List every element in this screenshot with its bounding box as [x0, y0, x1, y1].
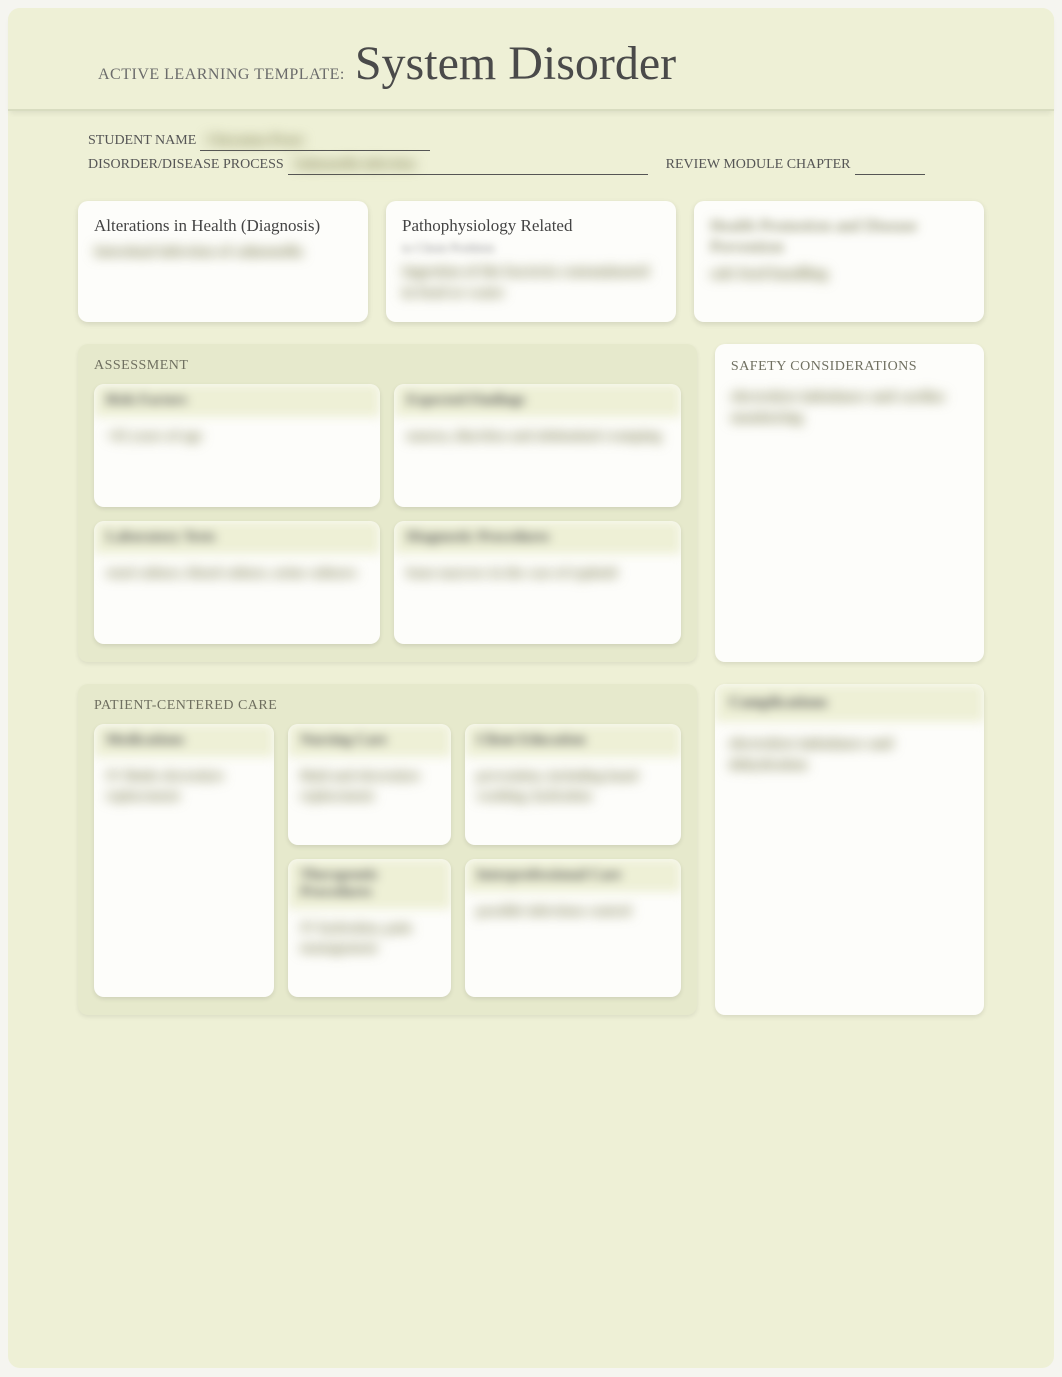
safety-card: SAFETY CONSIDERATIONS electrolyte imbala… [715, 344, 984, 662]
alterations-title: Alterations in Health (Diagnosis) [94, 215, 352, 236]
safety-title: SAFETY CONSIDERATIONS [731, 358, 968, 377]
therapeutic-card: Therapeutic Procedures IV hydration, pai… [288, 859, 450, 997]
chapter-field: REVIEW MODULE CHAPTER [666, 157, 925, 175]
assessment-row: ASSESSMENT Risk Factors <65 years of age… [78, 344, 984, 662]
risk-title: Risk Factors [94, 384, 380, 417]
header-band: ACTIVE LEARNING TEMPLATE: System Disorde… [8, 8, 1054, 111]
assessment-grid: Risk Factors <65 years of age Expected F… [94, 384, 681, 644]
nursing-title: Nursing Care [288, 724, 450, 757]
assessment-section: ASSESSMENT Risk Factors <65 years of age… [78, 344, 697, 662]
chapter-underline [855, 157, 925, 175]
content-area: Alterations in Health (Diagnosis) Intest… [8, 181, 1054, 1015]
pcc-row: PATIENT-CENTERED CARE Nursing Care fluid… [78, 684, 984, 1015]
therapeutic-body: IV hydration, pain management [288, 909, 450, 989]
disorder-value: Salmonella infection [288, 157, 422, 172]
risk-card: Risk Factors <65 years of age [94, 384, 380, 507]
expected-card: Expected Findings nausea, diarrhea and a… [394, 384, 680, 507]
expected-body: nausea, diarrhea and abdominal cramping [394, 417, 680, 507]
info-row: STUDENT NAME Cheyanna Pease DISORDER/DIS… [8, 111, 1054, 181]
risk-body: <65 years of age [94, 417, 380, 507]
patho-title: Pathophysiology Related [402, 215, 660, 236]
pcc-grid: Nursing Care fluid and electrolyte repla… [94, 724, 681, 997]
inter-title: Interprofessional Care [465, 859, 681, 892]
chapter-label: REVIEW MODULE CHAPTER [666, 157, 851, 173]
nursing-body: fluid and electrolyte replacement [288, 757, 450, 837]
disorder-row: DISORDER/DISEASE PROCESS Salmonella infe… [88, 157, 974, 175]
student-name-label: STUDENT NAME [88, 133, 196, 149]
patho-body: Ingestion of the bacteria contaminated i… [402, 262, 660, 304]
chapter-value [855, 157, 867, 172]
pcc-section: PATIENT-CENTERED CARE Nursing Care fluid… [78, 684, 697, 1015]
expected-title: Expected Findings [394, 384, 680, 417]
inter-card: Interprofessional Care possible infectio… [465, 859, 681, 997]
health-body: safe food handling [710, 264, 968, 304]
edu-title: Client Education [465, 724, 681, 757]
student-name-value: Cheyanna Pease [200, 133, 310, 148]
nursing-card: Nursing Care fluid and electrolyte repla… [288, 724, 450, 845]
template-label: ACTIVE LEARNING TEMPLATE: [98, 66, 345, 83]
page-container: ACTIVE LEARNING TEMPLATE: System Disorde… [8, 8, 1054, 1368]
inter-body: possible infectious control [465, 892, 681, 972]
assessment-label: ASSESSMENT [94, 358, 681, 374]
patho-sub: to Client Problem [402, 240, 660, 256]
edu-card: Client Education prevention, including h… [465, 724, 681, 845]
meds-title: Medications [94, 724, 274, 757]
alterations-card: Alterations in Health (Diagnosis) Intest… [78, 201, 368, 322]
diag-title: Diagnostic Procedures [394, 521, 680, 554]
disorder-label: DISORDER/DISEASE PROCESS [88, 157, 284, 173]
complications-title: Complications [715, 684, 984, 722]
complications-body: electrolyte imbalance and dehydration [715, 722, 984, 1002]
meds-card: Medications IV fluids electrolyte replac… [94, 724, 274, 997]
student-name-field: STUDENT NAME Cheyanna Pease [88, 133, 430, 151]
therapeutic-title: Therapeutic Procedures [288, 859, 450, 909]
alterations-body: Intestinal infection of salmonella [94, 242, 352, 282]
patho-card: Pathophysiology Related to Client Proble… [386, 201, 676, 322]
meds-body: IV fluids electrolyte replacement [94, 757, 274, 997]
diag-card: Diagnostic Procedures bone marrow in the… [394, 521, 680, 644]
disorder-underline: Salmonella infection [288, 157, 648, 175]
diag-body: bone marrow in the case of typhoid [394, 554, 680, 644]
labs-card: Laboratory Tests stool culture, blood cu… [94, 521, 380, 644]
edu-body: prevention, including hand washing, hydr… [465, 757, 681, 837]
top-cards-row: Alterations in Health (Diagnosis) Intest… [78, 201, 984, 322]
health-title: Health Promotion and Disease Prevention [710, 215, 968, 258]
safety-body: electrolyte imbalance and cardiac monito… [731, 387, 968, 429]
student-name-underline: Cheyanna Pease [200, 133, 430, 151]
labs-body: stool culture, blood culture, urine cult… [94, 554, 380, 644]
labs-title: Laboratory Tests [94, 521, 380, 554]
complications-card: Complications electrolyte imbalance and … [715, 684, 984, 1015]
disorder-field: DISORDER/DISEASE PROCESS Salmonella infe… [88, 157, 648, 175]
health-card: Health Promotion and Disease Prevention … [694, 201, 984, 322]
pcc-label: PATIENT-CENTERED CARE [94, 698, 681, 714]
template-title: System Disorder [355, 37, 676, 90]
